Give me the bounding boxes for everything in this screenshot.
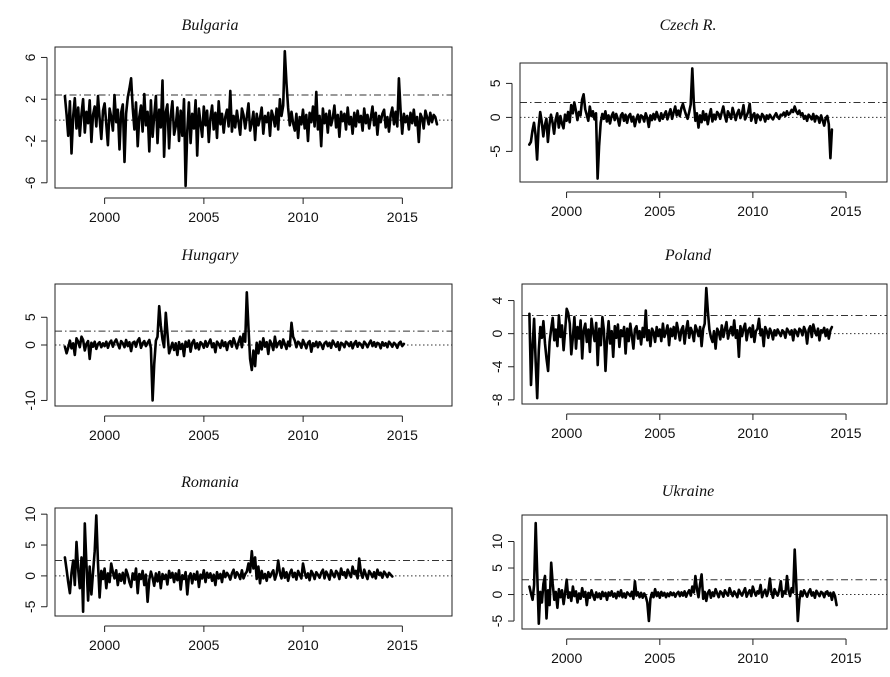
x-tick-label: 2015 xyxy=(830,203,861,219)
x-tick-label: 2010 xyxy=(288,637,319,653)
x-tick-label: 2015 xyxy=(387,427,418,443)
series-line xyxy=(63,514,394,614)
x-tick-label: 2015 xyxy=(830,425,861,441)
series-line xyxy=(63,49,439,188)
y-tick-label: -6 xyxy=(22,176,38,189)
x-tick-label: 2000 xyxy=(551,425,582,441)
y-tick-label: -5 xyxy=(22,600,38,613)
y-tick-label: -5 xyxy=(489,615,505,628)
x-tick-label: 2010 xyxy=(737,203,768,219)
x-tick-label: 2010 xyxy=(737,425,768,441)
panel-title: Bulgaria xyxy=(182,17,239,34)
x-tick-label: 2005 xyxy=(188,637,219,653)
x-tick-label: 2000 xyxy=(551,203,582,219)
y-tick-label: 10 xyxy=(22,506,38,522)
y-tick-label: 5 xyxy=(487,79,503,87)
y-tick-label: 0 xyxy=(489,590,505,598)
panel-title: Hungary xyxy=(181,247,240,264)
panel-romania: Romania 2000 2005 2010 2015 -5 0 5 10 xyxy=(22,474,453,653)
panel-ukraine: Ukraine 2000 2005 2010 2015 -5 0 5 10 xyxy=(489,483,888,666)
series-line xyxy=(528,286,834,400)
x-tick-label: 2005 xyxy=(188,427,219,443)
panel-poland: Poland 2000 2005 2010 2015 -8 -4 0 4 xyxy=(489,247,888,441)
panel-czech-r: Czech R. 2000 2005 2010 2015 -5 0 5 xyxy=(487,17,888,219)
plot-frame xyxy=(54,507,453,617)
y-tick-label: -10 xyxy=(22,390,38,410)
plot-frame xyxy=(54,283,453,407)
panel-bulgaria: Bulgaria 2000 2005 2010 2015 -6 -2 2 6 xyxy=(22,17,453,225)
panel-title: Ukraine xyxy=(662,483,714,500)
y-tick-label: 5 xyxy=(22,541,38,549)
y-tick-label: 6 xyxy=(22,53,38,61)
y-tick-label: -5 xyxy=(487,145,503,158)
y-tick-label: -8 xyxy=(489,393,505,406)
x-tick-label: 2010 xyxy=(737,650,768,666)
y-tick-label: -4 xyxy=(489,360,505,373)
y-tick-label: 0 xyxy=(487,113,503,121)
series-line xyxy=(528,521,838,626)
x-tick-label: 2000 xyxy=(89,427,120,443)
panel-title: Poland xyxy=(664,247,712,264)
x-tick-label: 2005 xyxy=(644,650,675,666)
x-tick-label: 2000 xyxy=(89,209,120,225)
y-tick-label: 10 xyxy=(489,534,505,550)
x-tick-label: 2010 xyxy=(288,209,319,225)
y-tick-label: 5 xyxy=(489,564,505,572)
y-tick-label: 5 xyxy=(22,313,38,321)
y-tick-label: 0 xyxy=(489,330,505,338)
y-tick-label: -2 xyxy=(22,135,38,148)
y-tick-label: 2 xyxy=(22,95,38,103)
plot-frame xyxy=(521,514,888,630)
x-tick-label: 2015 xyxy=(387,637,418,653)
series-line xyxy=(63,290,406,402)
panel-hungary: Hungary 2000 2005 2010 2015 -10 0 5 xyxy=(22,247,453,443)
x-tick-label: 2000 xyxy=(89,637,120,653)
panel-title: Czech R. xyxy=(660,17,717,34)
plot-frame xyxy=(521,283,888,405)
y-tick-label: 4 xyxy=(489,296,505,304)
x-tick-label: 2005 xyxy=(188,209,219,225)
plot-frame xyxy=(519,62,888,183)
y-tick-label: 0 xyxy=(22,572,38,580)
x-tick-label: 2000 xyxy=(551,650,582,666)
x-tick-label: 2010 xyxy=(288,427,319,443)
x-tick-label: 2015 xyxy=(830,650,861,666)
x-tick-label: 2015 xyxy=(387,209,418,225)
series-line xyxy=(527,67,834,180)
x-tick-label: 2005 xyxy=(644,425,675,441)
y-tick-label: 0 xyxy=(22,341,38,349)
panel-title: Romania xyxy=(180,474,239,491)
x-tick-label: 2005 xyxy=(644,203,675,219)
plot-frame xyxy=(54,46,453,189)
